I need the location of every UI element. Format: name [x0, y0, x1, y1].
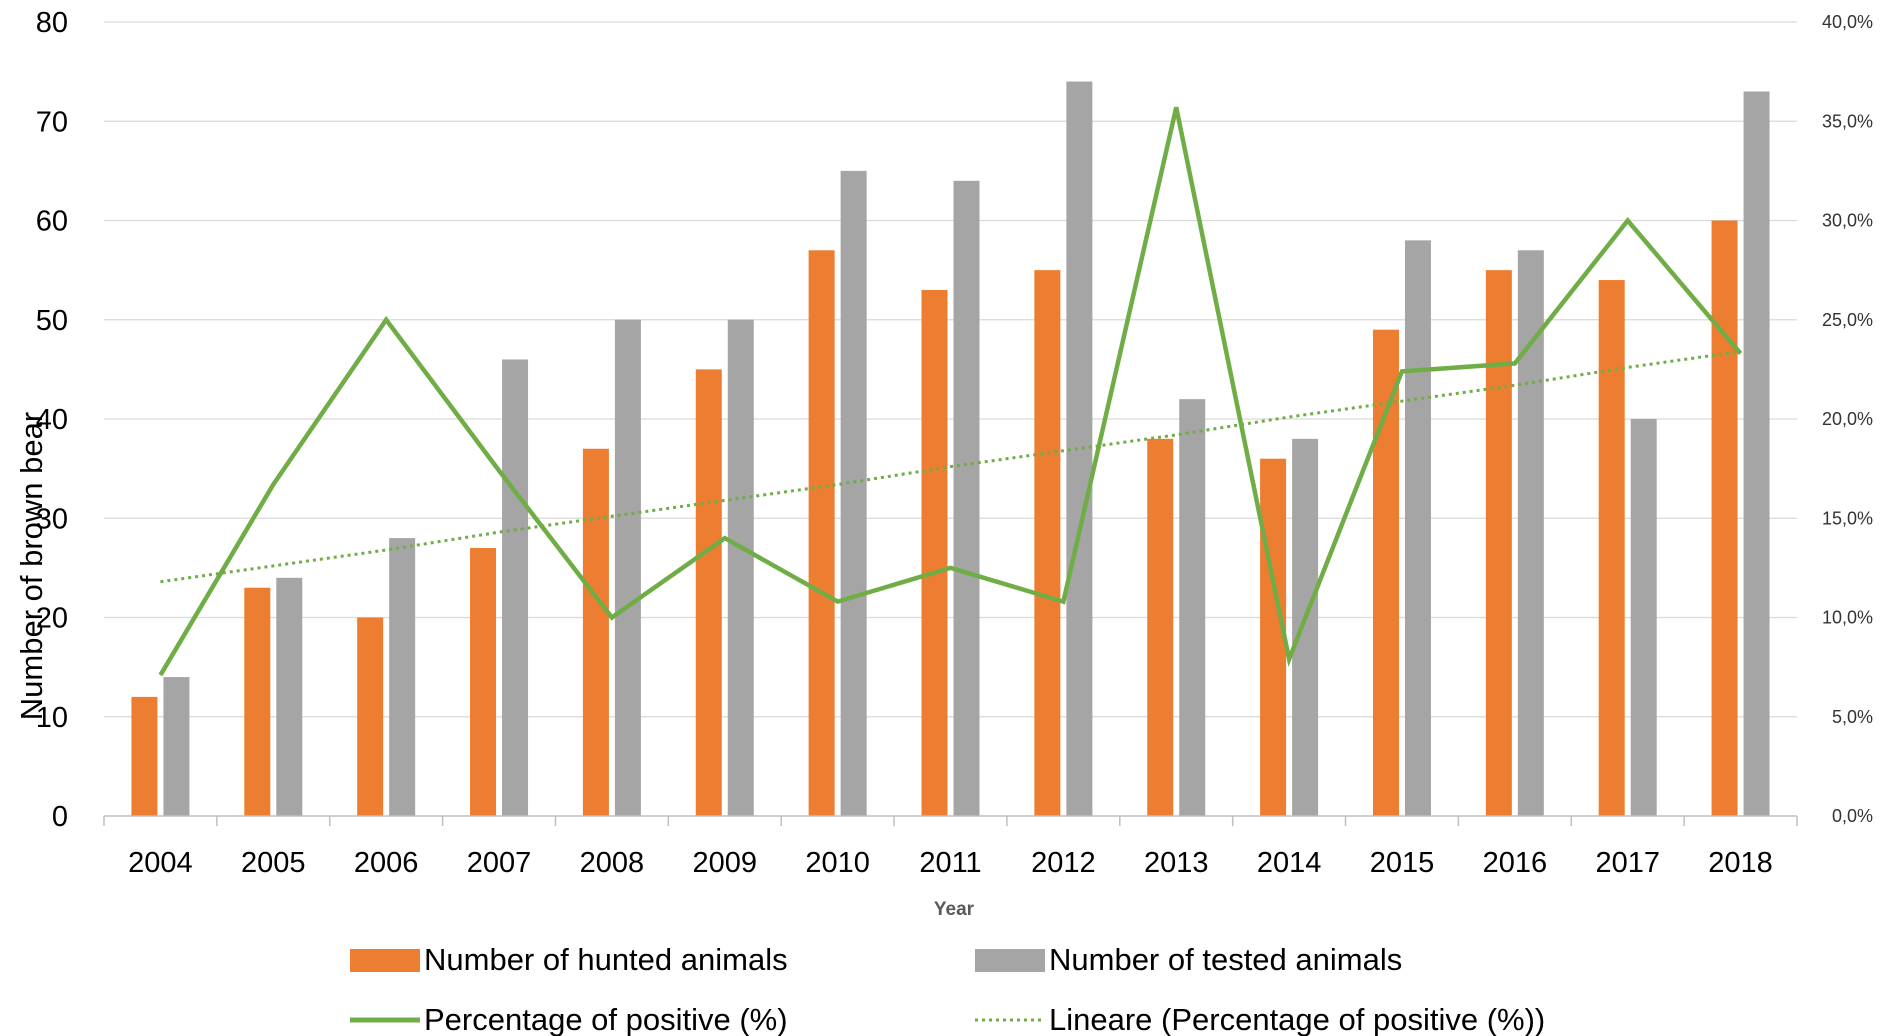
y-right-tick-label: 5,0% — [1832, 707, 1873, 727]
bar-tested — [727, 319, 754, 816]
x-tick-label: 2018 — [1708, 847, 1773, 879]
y-right-tick-label: 35,0% — [1822, 111, 1873, 131]
legend: Number of hunted animals Number of teste… — [350, 942, 1545, 1036]
y-right-tick-label: 10,0% — [1822, 608, 1873, 628]
bar-hunted — [808, 250, 835, 816]
x-tick-label: 2010 — [805, 847, 870, 879]
x-tick-label: 2006 — [354, 847, 419, 879]
bar-tested — [840, 170, 867, 816]
bar-tested — [276, 577, 303, 816]
x-tick-label: 2014 — [1257, 847, 1322, 879]
y-axis-title: Number of brown bear — [14, 412, 49, 720]
x-tick-label: 2008 — [580, 847, 645, 879]
y-left-tick-label: 10 — [36, 702, 68, 734]
x-axis — [103, 815, 1798, 826]
bar-tested — [614, 319, 641, 816]
y-left-tick-label: 60 — [36, 206, 68, 238]
x-axis-title: Year — [934, 899, 975, 920]
percentage-line — [158, 106, 1743, 677]
legend-label-hunted: Number of hunted animals — [424, 942, 788, 977]
x-tick-label: 2012 — [1031, 847, 1096, 879]
bar-hunted — [357, 617, 384, 816]
x-tick-label: 2004 — [128, 847, 193, 879]
x-tick-label: 2016 — [1483, 847, 1548, 879]
y-right-tick-label: 20,0% — [1822, 409, 1873, 429]
x-tick-label: 2007 — [467, 847, 532, 879]
y-left-tick-label: 30 — [36, 503, 68, 535]
x-tick-label: 2011 — [919, 847, 981, 879]
bar-hunted — [1034, 270, 1061, 816]
y-left-tick-label: 80 — [36, 7, 68, 39]
x-axis-ticks: 2004 2005 2006 2007 2008 2009 2010 2011 2012 2013… — [128, 847, 1773, 879]
bar-hunted — [470, 548, 497, 816]
y-axis-left-ticks: 0 10 20 30 40 50 60 70 80 — [36, 7, 68, 833]
bar-hunted — [131, 696, 158, 816]
bar-hunted — [1260, 458, 1287, 816]
bar-tested — [389, 538, 416, 816]
y-right-tick-label: 30,0% — [1822, 211, 1873, 231]
y-left-tick-label: 0 — [52, 801, 68, 833]
x-tick-label: 2017 — [1595, 847, 1660, 879]
bar-tested — [1743, 91, 1770, 817]
bar-tested — [953, 180, 980, 817]
y-left-tick-label: 50 — [36, 305, 68, 337]
bar-tested — [163, 677, 190, 816]
bar-hunted — [1485, 270, 1512, 816]
x-tick-label: 2005 — [241, 847, 306, 879]
bar-hunted — [1147, 438, 1174, 816]
bar-hunted — [695, 369, 722, 816]
bar-hunted — [244, 587, 271, 816]
legend-label-percentage: Percentage of positive (%) — [424, 1002, 788, 1036]
bar-tested — [1630, 419, 1657, 816]
y-right-tick-label: 25,0% — [1822, 310, 1873, 330]
legend-label-trendline: Lineare (Percentage of positive (%)) — [1049, 1002, 1545, 1036]
bar-hunted — [1711, 220, 1738, 816]
y-right-tick-label: 0,0% — [1832, 806, 1873, 826]
y-left-tick-label: 70 — [36, 106, 68, 138]
x-tick-label: 2015 — [1370, 847, 1435, 879]
trendline — [160, 350, 1741, 584]
bar-tested — [502, 359, 529, 816]
y-left-tick-label: 20 — [36, 603, 68, 635]
legend-label-tested: Number of tested animals — [1049, 942, 1402, 977]
bar-tested — [1179, 399, 1206, 816]
bar-hunted — [1598, 280, 1625, 816]
legend-swatch-tested — [975, 949, 1045, 972]
y-right-tick-label: 40,0% — [1822, 12, 1873, 32]
bar-hunted — [921, 289, 948, 817]
bar-hunted — [582, 448, 609, 816]
bars — [131, 81, 1770, 817]
lines — [158, 106, 1743, 677]
x-tick-label: 2009 — [693, 847, 758, 879]
x-tick-label: 2013 — [1144, 847, 1209, 879]
legend-swatch-hunted — [350, 949, 420, 972]
bar-tested — [1292, 438, 1319, 816]
y-right-tick-label: 15,0% — [1822, 508, 1873, 528]
bar-tested — [1404, 240, 1431, 817]
y-left-tick-label: 40 — [36, 404, 68, 436]
y-axis-right-ticks: 0,0% 5,0% 10,0% 15,0% 20,0% 25,0% 30,0% 35,0% 40… — [1822, 12, 1873, 826]
